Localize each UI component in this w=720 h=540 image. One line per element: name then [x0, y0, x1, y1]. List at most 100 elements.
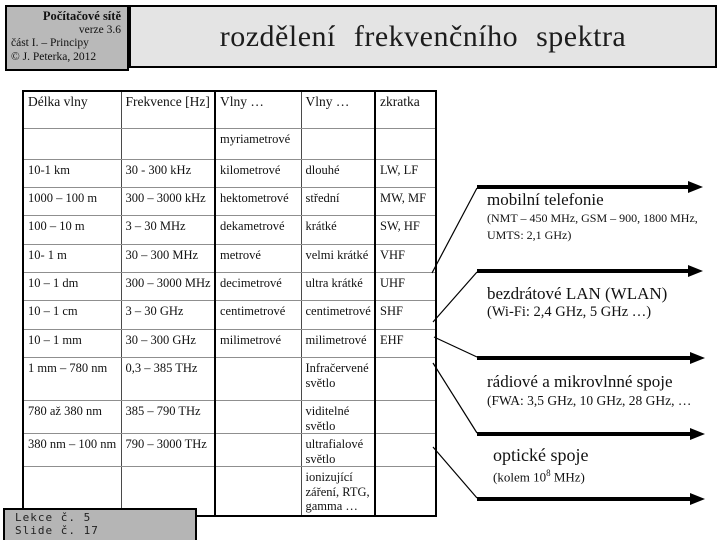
- annotation-wireless-lan: bezdrátové LAN (WLAN) (Wi-Fi: 2,4 GHz, 5…: [487, 284, 712, 321]
- table-cell: 1000 – 100 m: [22, 187, 122, 216]
- table-cell: VHF: [374, 244, 437, 273]
- table-cell: dlouhé: [300, 159, 376, 188]
- table-cell: decimetrové: [214, 272, 302, 301]
- table-cell: 30 - 300 kHz: [120, 159, 216, 188]
- table-cell: [22, 128, 122, 160]
- table-cell: ultrafialové světlo: [300, 433, 376, 467]
- table-cell: viditelné světlo: [300, 400, 376, 434]
- table-cell: [214, 357, 302, 401]
- table-row: 10 – 1 dm 300 – 3000 MHz decimetrové ultra …: [22, 272, 437, 301]
- annotation-detail-prefix: (kolem 10: [493, 469, 547, 485]
- table-cell: krátké: [300, 215, 376, 245]
- right-arrow-icon: [477, 265, 703, 277]
- table-row: 10- 1 m 30 – 300 MHz metrové velmi krátké VH…: [22, 244, 437, 273]
- table-cell: centimetrové: [214, 300, 302, 330]
- brand-copyright: © J. Peterka, 2012: [11, 50, 97, 63]
- annotation-title: bezdrátové LAN (WLAN): [487, 284, 668, 303]
- table-cell: 385 – 790 THz: [120, 400, 216, 434]
- table-cell: EHF: [374, 329, 437, 358]
- table-cell: SW, HF: [374, 215, 437, 245]
- table-cell: 380 nm – 100 nm: [22, 433, 122, 467]
- footer-lesson-number: Lekce č. 5: [15, 511, 92, 524]
- annotation-mobile-telephony: mobilní telefonie (NMT – 450 MHz, GSM – …: [487, 190, 712, 244]
- table-cell: 790 – 3000 THz: [120, 433, 216, 467]
- annotation-detail-suffix: MHz): [550, 469, 585, 485]
- table-cell: 10- 1 m: [22, 244, 122, 273]
- table-cell: velmi krátké: [300, 244, 376, 273]
- table-cell: ionizující záření, RTG, gamma …: [300, 466, 376, 516]
- table-cell: 10 – 1 cm: [22, 300, 122, 330]
- table-row: 10 – 1 cm 3 – 30 GHz centimetrové centimetr…: [22, 300, 437, 330]
- annotation-title: mobilní telefonie: [487, 190, 604, 209]
- table-row: myriametrové: [22, 128, 437, 160]
- table-row: 10 – 1 mm 30 – 300 GHz milimetrové milimetr…: [22, 329, 437, 358]
- annotation-detail: UMTS: 2,1 GHz): [487, 228, 572, 242]
- brand-box: Počítačové sítě verze 3.6 část I. – Prin…: [5, 5, 129, 71]
- right-arrow-icon: [477, 493, 705, 505]
- annotation-detail: (NMT – 450 MHz, GSM – 900, 1800 MHz,: [487, 211, 698, 225]
- annotation-radio-microwave-links: rádiové a mikrovlnné spoje (FWA: 3,5 GHz…: [487, 372, 717, 409]
- annotation-detail-exponent: 8: [546, 468, 551, 478]
- annotation-title: rádiové a mikrovlnné spoje: [487, 372, 673, 391]
- column-header: Vlny …: [214, 90, 302, 129]
- table-cell: 3 – 30 MHz: [120, 215, 216, 245]
- slide-footer: Lekce č. 5 Slide č. 17: [3, 508, 197, 540]
- table-cell: Infračervené světlo: [300, 357, 376, 401]
- table-cell: [374, 357, 437, 401]
- column-header: Frekvence [Hz]: [120, 90, 216, 129]
- connector-line: [431, 187, 478, 499]
- table-cell: [214, 466, 302, 516]
- table-cell: myriametrové: [214, 128, 302, 160]
- table-cell: kilometrové: [214, 159, 302, 188]
- table-cell: milimetrové: [214, 329, 302, 358]
- table-cell: [214, 433, 302, 467]
- right-arrow-icon: [477, 352, 705, 364]
- annotation-optical-links: optické spoje (kolem 108 MHz): [493, 445, 713, 485]
- brand-part: část I. – Principy: [11, 37, 89, 49]
- table-cell: [214, 400, 302, 434]
- table-row: 1 mm – 780 nm 0,3 – 385 THz Infračervené s…: [22, 357, 437, 401]
- annotation-title: optické spoje: [493, 445, 589, 465]
- table-cell: 100 – 10 m: [22, 215, 122, 245]
- table-cell: [374, 400, 437, 434]
- table-cell: UHF: [374, 272, 437, 301]
- table-cell: milimetrové: [300, 329, 376, 358]
- table-cell: ultra krátké: [300, 272, 376, 301]
- table-cell: [374, 433, 437, 467]
- table-cell: 300 – 3000 MHz: [120, 272, 216, 301]
- column-header: Vlny …: [300, 90, 376, 129]
- table-cell: centimetrové: [300, 300, 376, 330]
- table-cell: [374, 466, 437, 516]
- annotation-detail: (kolem 108 MHz): [493, 465, 713, 485]
- table-cell: MW, MF: [374, 187, 437, 216]
- column-header: zkratka: [374, 90, 437, 129]
- table-cell: [300, 128, 376, 160]
- column-header: Délka vlny: [22, 90, 122, 129]
- table-cell: 3 – 30 GHz: [120, 300, 216, 330]
- table-cell: 10 – 1 mm: [22, 329, 122, 358]
- table-cell: 1 mm – 780 nm: [22, 357, 122, 401]
- table-cell: LW, LF: [374, 159, 437, 188]
- table-cell: 10-1 km: [22, 159, 122, 188]
- table-cell: 300 – 3000 kHz: [120, 187, 216, 216]
- table-cell: 30 – 300 GHz: [120, 329, 216, 358]
- table-cell: metrové: [214, 244, 302, 273]
- table-cell: hektometrové: [214, 187, 302, 216]
- table-cell: 0,3 – 385 THz: [120, 357, 216, 401]
- footer-slide-number: Slide č. 17: [15, 524, 99, 537]
- table-cell: dekametrové: [214, 215, 302, 245]
- annotation-detail: (FWA: 3,5 GHz, 10 GHz, 28 GHz, …: [487, 393, 692, 408]
- table-cell: 780 až 380 nm: [22, 400, 122, 434]
- table-row: 780 až 380 nm 385 – 790 THz viditelné svět…: [22, 400, 437, 434]
- table-cell: 10 – 1 dm: [22, 272, 122, 301]
- table-row: 10-1 km 30 - 300 kHz kilometrové dlouhé LW, …: [22, 159, 437, 188]
- title-bar: rozdělení frekvenčního spektra: [129, 5, 717, 68]
- brand-title: Počítačové sítě: [42, 9, 121, 23]
- table-row: 1000 – 100 m 300 – 3000 kHz hektometrové st…: [22, 187, 437, 216]
- table-row: 380 nm – 100 nm 790 – 3000 THz ultrafialov…: [22, 433, 437, 467]
- annotation-detail: (Wi-Fi: 2,4 GHz, 5 GHz …): [487, 304, 652, 320]
- table-cell: 30 – 300 MHz: [120, 244, 216, 273]
- frequency-spectrum-table: Délka vlny Frekvence [Hz] Vlny … Vlny … zkra…: [22, 90, 437, 517]
